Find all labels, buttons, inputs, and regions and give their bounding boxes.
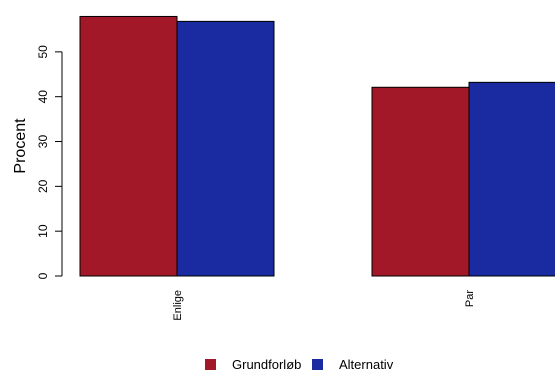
- legend-swatch: [205, 359, 216, 370]
- y-tick-label: 20: [36, 179, 50, 193]
- bar-enlige-0: [79, 15, 178, 277]
- bar-par-0: [371, 86, 470, 277]
- category-label: Enlige: [172, 290, 184, 321]
- bars: [79, 15, 555, 277]
- legend-label: Grundforløb: [232, 357, 301, 372]
- legend-label: Alternativ: [339, 357, 394, 372]
- category-labels: Enlige Par: [172, 290, 476, 321]
- y-tick-label: 40: [36, 90, 50, 104]
- y-tick-label: 50: [36, 45, 50, 59]
- bar-par-1: [468, 81, 555, 277]
- y-tick-label: 30: [36, 135, 50, 149]
- y-axis-label: Procent: [12, 118, 29, 174]
- category-label: Par: [464, 290, 476, 307]
- y-tick-label: 10: [36, 224, 50, 238]
- legend: Grundforløb Alternativ: [205, 357, 394, 372]
- bar-enlige-1: [176, 20, 275, 277]
- y-tick-label: 0: [36, 272, 50, 279]
- y-axis: 0 10 20 30 40 50: [36, 45, 63, 279]
- legend-swatch: [312, 359, 323, 370]
